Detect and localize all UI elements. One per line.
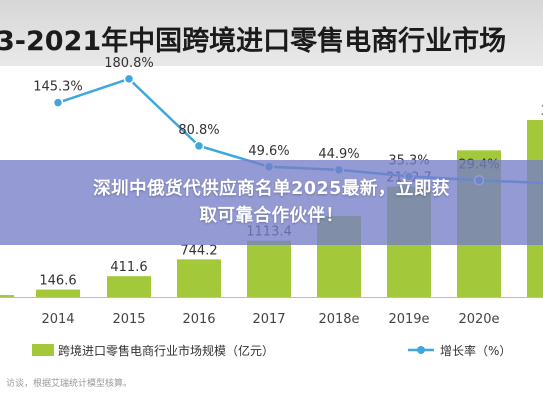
growth-label-2018e: 44.9% [318, 147, 359, 162]
x-tick-2018e: 2018e [318, 312, 359, 327]
promo-banner[interactable]: 深圳中俄货代供应商名单2025最新，立即获 取可靠合作伙伴！ [0, 160, 543, 245]
bar-label-2: 35 [541, 104, 543, 119]
growth-label-2015: 180.8% [104, 56, 154, 71]
legend-bar-label: 跨境进口零售电商行业市场规模（亿元） [58, 343, 274, 358]
bar-label-2015: 411.6 [110, 260, 147, 275]
x-tick-2014: 2014 [41, 312, 74, 327]
growth-label-2014: 145.3% [33, 80, 83, 95]
source-note: 访谈，根据艾瑞统计模型核算。 [6, 379, 133, 389]
promo-text-line-2: 取可靠合作伙伴！ [199, 205, 344, 226]
x-tick-2017: 2017 [252, 312, 285, 327]
chart-title: 3-2021年中国跨境进口零售电商行业市场 [0, 25, 506, 57]
promo-text-line-1: 深圳中俄货代供应商名单2025最新，立即获 [93, 178, 450, 199]
growth-point-2015 [123, 73, 135, 85]
promo-text[interactable]: 深圳中俄货代供应商名单2025最新，立即获 取可靠合作伙伴！ [22, 176, 522, 230]
bar-label-2014: 146.6 [39, 274, 76, 289]
legend-bar-swatch [32, 344, 54, 356]
bar-2016 [177, 259, 221, 297]
bar-2015 [107, 276, 151, 297]
x-tick-2020e: 2020e [458, 312, 499, 327]
bar-2014 [36, 289, 80, 297]
x-tick-2016: 2016 [182, 312, 215, 327]
growth-label-2017: 49.6% [248, 144, 289, 159]
bar-label-2016: 744.2 [180, 243, 217, 258]
legend-line-marker [417, 346, 425, 354]
legend-line-label: 增长率（%） [440, 343, 511, 358]
bar-3 [0, 295, 14, 297]
title-band [0, 0, 543, 66]
x-tick-2019e: 2019e [388, 312, 429, 327]
growth-point-2016 [193, 140, 205, 152]
bar-2017 [247, 240, 291, 297]
growth-label-2016: 80.8% [178, 123, 219, 138]
x-tick-2015: 2015 [112, 312, 145, 327]
growth-point-2014 [52, 97, 64, 108]
